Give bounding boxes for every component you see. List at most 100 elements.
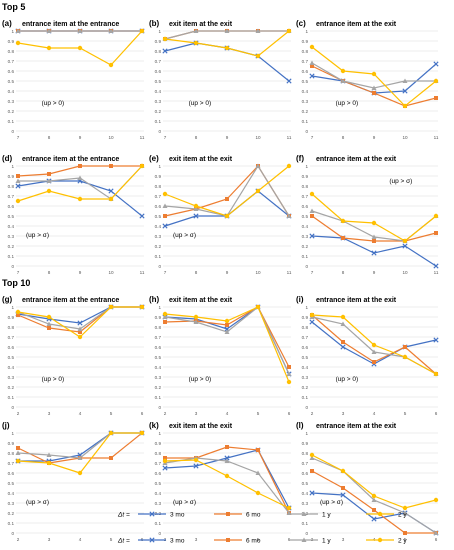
y-tick-label: 0.7	[155, 461, 162, 466]
panel-title: entrance item at the exit	[316, 297, 397, 304]
x-tick-label: 6	[435, 411, 438, 416]
y-tick-label: 0.5	[8, 214, 15, 219]
y-tick-label: 0.1	[155, 119, 162, 124]
x-tick-label: 8	[48, 135, 51, 140]
data-point	[16, 446, 20, 450]
x-tick-label: 10	[255, 270, 261, 275]
chart-panel: 0 0.1 0.2 0.3 0.4 0.5 0.6 0.7 0.8 0.9 1 7 8 9 10 11 (c) e…	[296, 19, 439, 140]
data-point	[15, 28, 21, 33]
data-point	[193, 319, 199, 324]
chart-panel: 00.10.20.30.40.50.60.70.80.9123456(k)exi…	[149, 421, 292, 542]
series-line	[17, 306, 142, 330]
y-tick-label: 0.8	[8, 325, 15, 330]
data-point	[78, 164, 82, 168]
data-point	[224, 455, 230, 461]
panel-annotation: (up > 0)	[189, 100, 212, 107]
y-tick-label: 0.6	[155, 69, 162, 74]
data-point	[371, 342, 377, 348]
y-tick-label: 0.7	[8, 59, 15, 64]
y-tick-label: 0.3	[155, 375, 162, 380]
data-point	[255, 188, 261, 194]
y-tick-label: 0.4	[302, 491, 309, 496]
data-point	[77, 326, 83, 331]
y-tick-label: 0.1	[155, 254, 162, 259]
y-tick-label: 0.3	[155, 501, 162, 506]
x-tick-label: 4	[79, 537, 82, 542]
legend-marker	[377, 537, 383, 543]
y-tick-label: 0.7	[155, 59, 162, 64]
y-tick-label: 0.5	[155, 79, 162, 84]
legend-marker	[377, 511, 383, 517]
legend-marker	[301, 511, 307, 516]
y-tick-label: 1	[305, 164, 308, 169]
data-point	[77, 334, 83, 340]
y-tick-label: 0.8	[155, 184, 162, 189]
x-tick-label: 5	[404, 537, 407, 542]
data-point	[139, 213, 145, 219]
x-tick-label: 11	[287, 270, 292, 275]
data-point	[108, 196, 114, 202]
x-tick-label: 11	[140, 270, 145, 275]
chart-panel: 0 0.1 0.2 0.3 0.4 0.5 0.6 0.7 0.8 0.9 1 7 8 9 10 11 (d) e…	[2, 154, 145, 275]
y-tick-label: 1	[305, 29, 308, 34]
x-tick-label: 2	[164, 411, 167, 416]
data-point	[162, 191, 168, 197]
data-point	[309, 44, 315, 50]
y-tick-label: 0.2	[302, 109, 309, 114]
data-point	[77, 196, 83, 202]
y-tick-label: 0.8	[155, 325, 162, 330]
y-tick-label: 0.1	[302, 119, 309, 124]
panel-annotation: (up > σ)	[173, 499, 196, 506]
y-tick-label: 1	[158, 164, 161, 169]
section-title-top5: Top 5	[2, 2, 25, 12]
x-tick-label: 11	[434, 270, 439, 275]
x-tick-label: 7	[164, 270, 167, 275]
y-tick-label: 0.6	[155, 345, 162, 350]
data-point	[402, 78, 408, 83]
y-tick-label: 0.8	[302, 184, 309, 189]
data-point	[309, 191, 315, 197]
data-point	[193, 40, 199, 46]
data-point	[224, 318, 230, 324]
y-tick-label: 0.5	[8, 355, 15, 360]
panel-title: exit item at the exit	[169, 423, 233, 430]
panel-annotation: (up > 0)	[42, 100, 65, 107]
data-point	[372, 239, 376, 243]
panel-title: entrance item at the entrance	[22, 156, 119, 163]
data-point	[433, 263, 439, 269]
data-point	[193, 457, 199, 463]
data-point	[224, 473, 230, 479]
y-tick-label: 0.1	[155, 395, 162, 400]
panel-label: (l)	[296, 421, 304, 430]
data-point	[371, 349, 377, 354]
y-tick-label: 0.6	[8, 69, 15, 74]
y-tick-label: 0.1	[8, 119, 15, 124]
legend-marker	[149, 537, 155, 543]
y-tick-label: 0.2	[302, 385, 309, 390]
x-tick-label: 11	[434, 135, 439, 140]
y-tick-label: 0.5	[302, 214, 309, 219]
y-tick-label: 0.4	[155, 224, 162, 229]
data-point	[402, 505, 408, 511]
data-point	[224, 213, 230, 219]
data-point	[309, 208, 315, 213]
x-tick-label: 5	[257, 537, 260, 542]
data-point	[402, 510, 408, 515]
y-tick-label: 0	[305, 531, 308, 536]
y-tick-label: 0.9	[302, 39, 309, 44]
y-tick-label: 0.1	[302, 521, 309, 526]
data-point	[433, 497, 439, 503]
x-tick-label: 6	[141, 411, 144, 416]
y-tick-label: 0.4	[302, 89, 309, 94]
data-point	[341, 340, 345, 344]
data-point	[77, 45, 83, 51]
x-tick-label: 5	[110, 537, 113, 542]
y-tick-label: 0	[11, 531, 14, 536]
y-tick-label: 0.8	[8, 451, 15, 456]
y-tick-label: 0.6	[8, 204, 15, 209]
data-point	[15, 40, 21, 46]
data-point	[193, 203, 199, 209]
data-point	[16, 313, 20, 317]
data-point	[193, 206, 199, 211]
legend-marker	[301, 537, 307, 542]
